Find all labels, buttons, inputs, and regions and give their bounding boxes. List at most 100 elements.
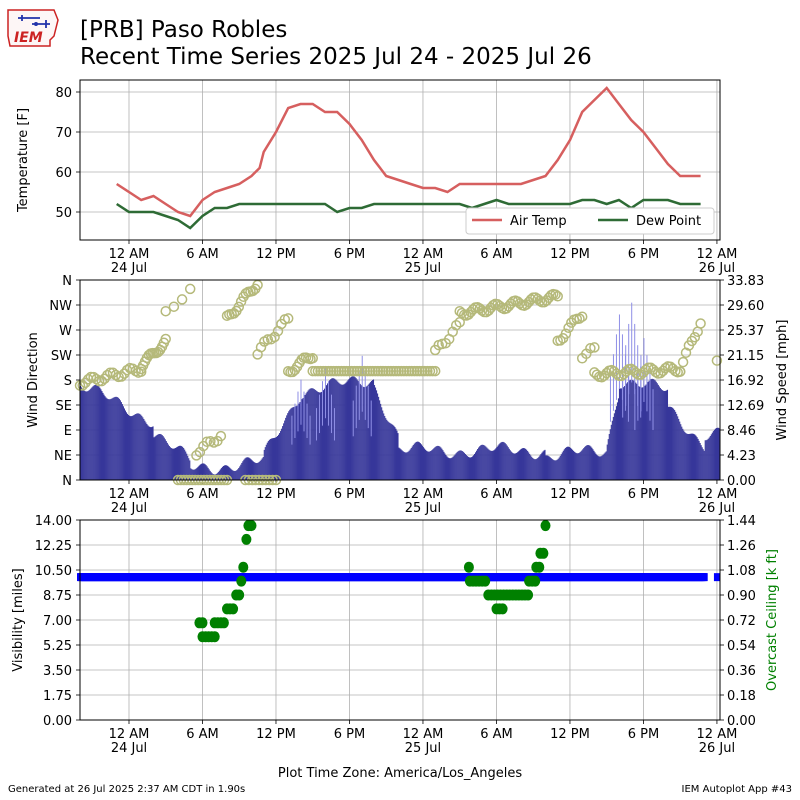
wind-speed-bar: [704, 440, 706, 480]
wind-speed-bar: [172, 448, 174, 480]
wind-speed-bar: [618, 388, 621, 480]
wind-speed-bar: [133, 415, 135, 480]
wind-speed-bar: [234, 471, 236, 480]
wind-speed-bar: [471, 456, 474, 480]
wind-speed-bar: [700, 445, 702, 480]
wind-direction-point: [677, 356, 689, 368]
wind-speed-bar: [127, 415, 130, 480]
y-tick-label-speed: 29.60: [727, 299, 764, 314]
wind-speed-bar: [444, 453, 446, 480]
wind-speed-bar: [99, 387, 101, 480]
wind-direction-point: [591, 369, 603, 380]
wind-speed-bar: [439, 446, 441, 480]
wind-speed-bar: [266, 442, 268, 480]
wind-speed-bar: [139, 413, 141, 480]
wind-speed-bar: [614, 409, 616, 480]
wind-speed-bar: [427, 451, 429, 480]
wind-direction-point: [429, 365, 441, 377]
wind-direction-point: [176, 294, 188, 305]
x-tick-label: 6 PM: [334, 487, 365, 502]
wind-direction-point: [680, 347, 692, 358]
wind-speed-bar: [247, 457, 249, 480]
wind-speed-bar: [426, 450, 428, 480]
ceiling-point: [246, 520, 257, 532]
wind-speed-bar: [328, 381, 330, 480]
wind-direction-point: [307, 353, 318, 364]
wind-speed-bar: [145, 422, 147, 480]
wind-speed-bar: [304, 394, 306, 480]
wind-speed-bar: [453, 455, 455, 480]
wind-speed-bar: [642, 387, 644, 480]
wind-speed-bar: [460, 450, 462, 480]
wind-speed-bar: [80, 385, 82, 480]
wind-speed-bar: [529, 453, 531, 480]
y-tick-label-direction: S: [64, 374, 72, 389]
wind-speed-bar: [164, 439, 166, 480]
wind-speed-bar: [400, 449, 402, 480]
y-tick-label-ceiling: 0.00: [727, 714, 756, 729]
wind-speed-bar: [105, 397, 107, 480]
wind-speed-bar: [245, 457, 247, 480]
wind-speed-bar: [256, 463, 258, 480]
wind-speed-bar: [119, 400, 121, 480]
wind-speed-bar: [505, 444, 507, 480]
wind-speed-bar: [694, 434, 696, 480]
wind-speed-bar: [714, 428, 716, 480]
wind-speed-bar: [343, 384, 345, 480]
x-tick-label: 12 AM: [403, 727, 444, 742]
x-tick-date-label: 25 Jul: [405, 261, 441, 276]
wind-speed-bar: [440, 447, 442, 480]
iem-logo: IEM: [6, 6, 62, 54]
wind-direction-point: [235, 296, 247, 307]
wind-speed-bar: [459, 450, 461, 480]
wind-speed-bar: [173, 448, 176, 480]
wind-speed-bar: [530, 455, 532, 480]
axes-frame: [79, 519, 721, 721]
wind-speed-bar: [432, 449, 434, 480]
wind-speed-bar: [379, 400, 381, 480]
wind-speed-bar: [367, 384, 369, 480]
wind-speed-bar: [541, 452, 543, 480]
wind-speed-bar: [126, 413, 129, 480]
wind-speed-bar: [384, 415, 386, 480]
wind-speed-bar: [87, 391, 89, 480]
y-tick-label: 60: [55, 166, 72, 181]
wind-speed-bar: [435, 446, 437, 480]
wind-speed-bar: [129, 415, 131, 480]
wind-speed-bar: [158, 433, 160, 480]
wind-speed-bar: [492, 450, 494, 480]
ceiling-point: [238, 561, 249, 573]
wind-speed-bar: [283, 423, 285, 480]
wind-speed-bar: [233, 470, 235, 480]
visibility-point: [701, 573, 708, 582]
wind-speed-bar: [381, 407, 383, 480]
wind-speed-bar: [311, 388, 313, 480]
wind-speed-bar: [293, 406, 295, 480]
wind-speed-bar: [398, 447, 400, 480]
wind-speed-bar: [510, 451, 512, 480]
wind-speed-bar: [296, 405, 298, 480]
ceiling-point: [534, 561, 545, 573]
wind-speed-bar: [509, 450, 511, 480]
wind-speed-bar: [467, 456, 469, 480]
wind-speed-bar: [559, 455, 561, 480]
wind-speed-bar: [430, 451, 432, 480]
footer-app: IEM Autoplot App #43: [681, 784, 792, 795]
wind-direction-point: [450, 319, 462, 331]
y-tick-label-visibility: 12.25: [35, 539, 72, 554]
wind-speed-bar: [359, 383, 361, 480]
wind-speed-bar: [458, 450, 460, 480]
wind-speed-bar: [131, 416, 133, 480]
wind-speed-bar: [339, 383, 341, 480]
wind-speed-bar: [557, 458, 559, 480]
wind-speed-bar: [595, 453, 597, 480]
y-tick-label-direction: N: [62, 474, 72, 489]
wind-speed-bar: [660, 389, 662, 480]
wind-speed-bar: [413, 443, 415, 480]
wind-speed-bar: [617, 398, 620, 480]
wind-direction-point: [168, 301, 180, 312]
wind-speed-bar: [582, 449, 584, 480]
wind-speed-bar: [545, 455, 547, 480]
wind-speed-bar: [406, 452, 408, 480]
wind-gust-bar: [306, 403, 308, 438]
